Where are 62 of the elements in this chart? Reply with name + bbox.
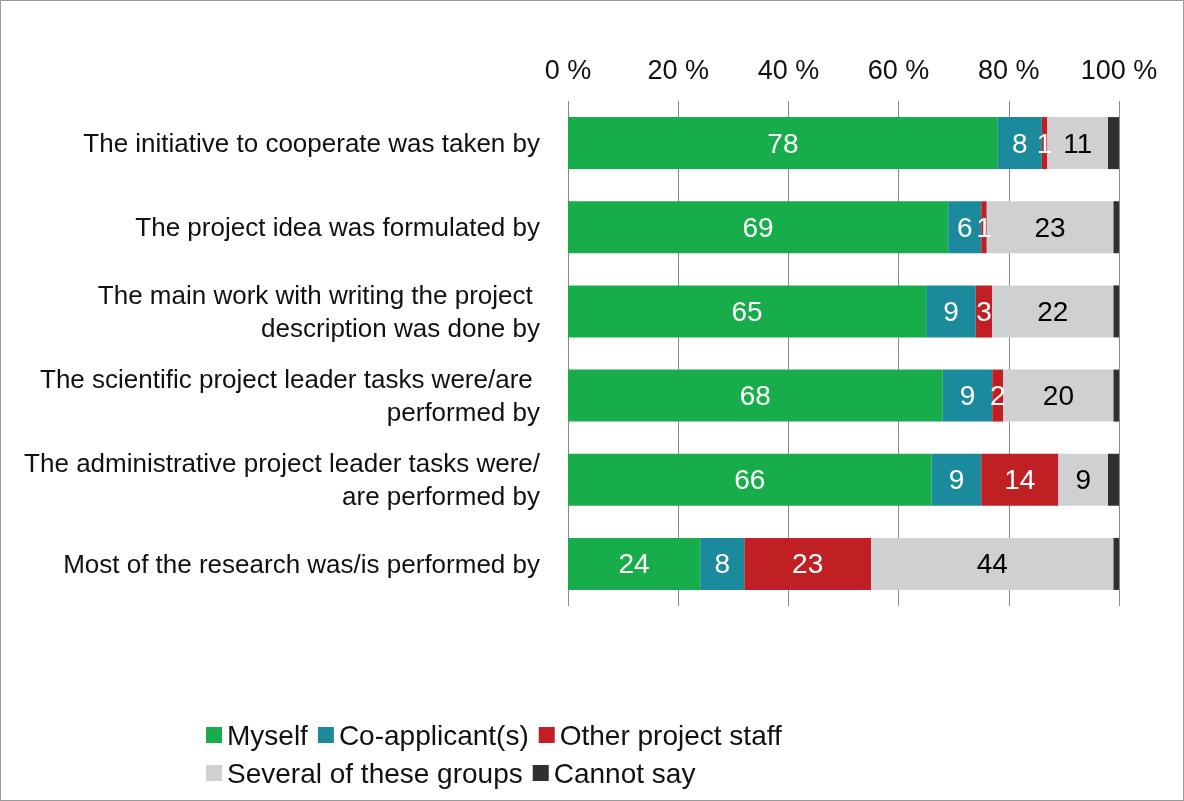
legend-label: Myself	[227, 719, 309, 751]
bar	[992, 285, 1114, 338]
data-label: 22	[1037, 295, 1069, 327]
bar	[926, 285, 976, 338]
bar	[568, 453, 932, 506]
data-label: 8	[714, 548, 731, 580]
data-label: 65	[731, 295, 763, 327]
data-label: 9	[943, 295, 959, 327]
data-label: 8	[1012, 127, 1028, 159]
x-tick-label: 60 %	[867, 54, 930, 85]
data-label: 1	[976, 211, 992, 243]
y-tick-label: The project idea was formulated by	[135, 212, 540, 243]
data-label: 23	[1034, 211, 1066, 243]
data-label: 24	[618, 548, 650, 580]
bar	[568, 201, 949, 254]
data-label: 44	[976, 548, 1008, 580]
x-tick-label: 0 %	[544, 54, 592, 85]
x-tick-label: 100 %	[1080, 54, 1158, 85]
bar	[744, 537, 872, 590]
data-label: 14	[1004, 464, 1036, 496]
bar	[1113, 201, 1119, 254]
y-tick-label: The main work with writing the project description was done by	[97, 279, 540, 343]
bar	[1113, 369, 1119, 422]
y-tick-label: The initiative to cooperate was taken by	[83, 128, 540, 159]
data-label: 68	[739, 380, 771, 412]
bar	[1058, 453, 1108, 506]
bar	[568, 369, 943, 422]
data-label: 20	[1042, 380, 1074, 412]
data-label: 9	[948, 464, 965, 496]
data-label: 1	[1036, 127, 1053, 159]
bar	[981, 453, 1059, 506]
legend-label: Other project staff	[559, 719, 782, 751]
bar	[1003, 369, 1114, 422]
bar	[1113, 537, 1119, 590]
data-label: 69	[742, 211, 774, 243]
bar	[568, 117, 998, 170]
bar	[1107, 453, 1119, 506]
data-label: 6	[956, 211, 973, 243]
data-label: 78	[767, 127, 799, 159]
x-tick-label: 80 %	[978, 54, 1040, 85]
bar	[871, 537, 1114, 590]
data-label: 9	[1075, 464, 1091, 496]
x-tick-label: 20 %	[647, 54, 709, 85]
x-tick-label: 40 %	[757, 54, 820, 85]
y-tick-label: Most of the research was/is performed by	[63, 548, 540, 579]
legend-label: Several of these groups	[227, 757, 523, 789]
bar	[568, 285, 927, 338]
data-label: 66	[734, 464, 766, 496]
data-label: 3	[976, 295, 992, 327]
legend-label: Co-applicant(s)	[338, 719, 529, 751]
y-tick-label: The scientific project leader tasks were/are performed by	[40, 364, 540, 428]
bar	[942, 369, 993, 422]
bar	[568, 537, 701, 590]
bar	[1107, 117, 1119, 170]
y-tick-label: The administrative project leader tasks were/are performed by	[24, 448, 541, 512]
data-label: 11	[1063, 127, 1093, 159]
data-label: 9	[959, 380, 976, 412]
bar	[1113, 285, 1119, 338]
data-label: 23	[792, 548, 824, 580]
legend-label: Cannot say	[553, 757, 696, 789]
bar	[700, 537, 745, 590]
bar	[931, 453, 982, 506]
